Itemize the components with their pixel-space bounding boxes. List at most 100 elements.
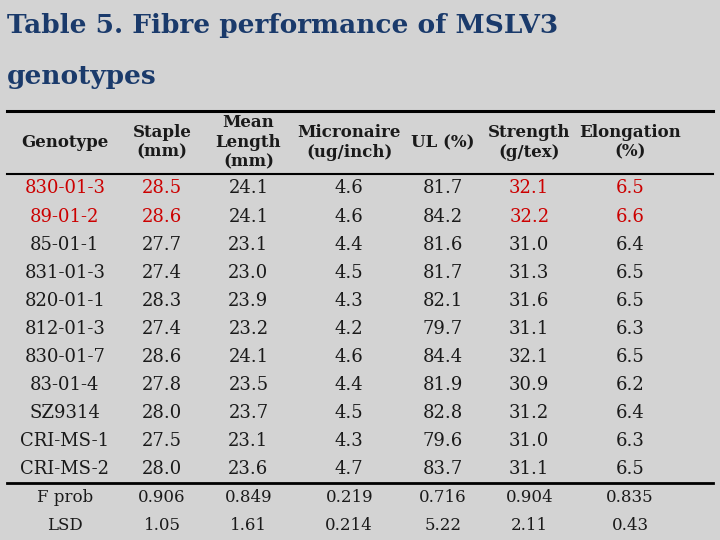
Text: 28.5: 28.5 [142,179,182,198]
Text: 83-01-4: 83-01-4 [30,376,99,394]
Text: Elongation
(%): Elongation (%) [579,124,681,161]
Text: F prob: F prob [37,489,93,506]
Text: 0.219: 0.219 [325,489,373,506]
Text: 81.7: 81.7 [423,264,463,282]
Text: 27.7: 27.7 [142,235,182,254]
Text: 4.6: 4.6 [335,179,364,198]
Text: 84.2: 84.2 [423,207,463,226]
Text: 27.8: 27.8 [142,376,182,394]
Text: 6.3: 6.3 [616,320,644,338]
Text: 28.0: 28.0 [142,460,182,478]
Text: 27.4: 27.4 [142,320,182,338]
Text: 1.61: 1.61 [230,517,267,534]
Text: 28.0: 28.0 [142,404,182,422]
Text: 4.3: 4.3 [335,432,364,450]
Text: SZ9314: SZ9314 [30,404,100,422]
Text: Staple
(mm): Staple (mm) [132,124,192,161]
Text: 23.7: 23.7 [228,404,269,422]
Text: 31.1: 31.1 [509,320,549,338]
Text: 32.1: 32.1 [509,348,549,366]
Text: 28.6: 28.6 [142,348,182,366]
Text: 4.5: 4.5 [335,404,364,422]
Text: 6.3: 6.3 [616,432,644,450]
Text: 830-01-7: 830-01-7 [24,348,105,366]
Text: 6.4: 6.4 [616,235,644,254]
Text: 5.22: 5.22 [424,517,462,534]
Text: 31.0: 31.0 [509,432,549,450]
Text: 79.7: 79.7 [423,320,463,338]
Text: 6.5: 6.5 [616,179,644,198]
Text: 4.7: 4.7 [335,460,364,478]
Text: 6.5: 6.5 [616,292,644,310]
Text: 6.5: 6.5 [616,348,644,366]
Text: 23.1: 23.1 [228,432,269,450]
Text: 32.1: 32.1 [509,179,549,198]
Text: 1.05: 1.05 [143,517,181,534]
Text: 81.6: 81.6 [423,235,463,254]
Text: 2.11: 2.11 [510,517,548,534]
Text: 31.0: 31.0 [509,235,549,254]
Text: 24.1: 24.1 [228,348,269,366]
Text: CRI-MS-2: CRI-MS-2 [20,460,109,478]
Text: 31.2: 31.2 [509,404,549,422]
Text: 0.849: 0.849 [225,489,272,506]
Text: 24.1: 24.1 [228,207,269,226]
Text: 82.1: 82.1 [423,292,463,310]
Text: 28.3: 28.3 [142,292,182,310]
Text: 31.6: 31.6 [509,292,549,310]
Text: Strength
(g/tex): Strength (g/tex) [488,124,570,161]
Text: 30.9: 30.9 [509,376,549,394]
Text: 0.906: 0.906 [138,489,186,506]
Text: 27.4: 27.4 [142,264,182,282]
Text: 812-01-3: 812-01-3 [24,320,105,338]
Text: 83.7: 83.7 [423,460,463,478]
Text: 23.1: 23.1 [228,235,269,254]
Text: 6.5: 6.5 [616,460,644,478]
Text: 23.6: 23.6 [228,460,269,478]
Text: 27.5: 27.5 [142,432,182,450]
Text: genotypes: genotypes [7,64,157,89]
Text: 4.4: 4.4 [335,376,364,394]
Text: 23.9: 23.9 [228,292,269,310]
Text: 79.6: 79.6 [423,432,463,450]
Text: 0.716: 0.716 [419,489,467,506]
Text: 4.2: 4.2 [335,320,364,338]
Text: 820-01-1: 820-01-1 [24,292,105,310]
Text: 6.5: 6.5 [616,264,644,282]
Text: 89-01-2: 89-01-2 [30,207,99,226]
Text: 830-01-3: 830-01-3 [24,179,105,198]
Text: 81.9: 81.9 [423,376,463,394]
Text: 28.6: 28.6 [142,207,182,226]
Text: 4.6: 4.6 [335,348,364,366]
Text: 0.904: 0.904 [505,489,553,506]
Text: CRI-MS-1: CRI-MS-1 [20,432,109,450]
Text: 23.5: 23.5 [228,376,269,394]
Text: Table 5. Fibre performance of MSLV3: Table 5. Fibre performance of MSLV3 [7,14,559,38]
Text: 4.5: 4.5 [335,264,364,282]
Text: 81.7: 81.7 [423,179,463,198]
Text: UL (%): UL (%) [411,134,474,151]
Text: 831-01-3: 831-01-3 [24,264,105,282]
Text: 0.214: 0.214 [325,517,373,534]
Text: 82.8: 82.8 [423,404,463,422]
Text: 6.4: 6.4 [616,404,644,422]
Text: 4.6: 4.6 [335,207,364,226]
Text: 32.2: 32.2 [509,207,549,226]
Text: 6.2: 6.2 [616,376,644,394]
Text: 0.835: 0.835 [606,489,654,506]
Text: Mean
Length
(mm): Mean Length (mm) [215,114,282,171]
Text: 24.1: 24.1 [228,179,269,198]
Text: Micronaire
(ug/inch): Micronaire (ug/inch) [297,124,401,161]
Text: 4.4: 4.4 [335,235,364,254]
Text: 4.3: 4.3 [335,292,364,310]
Text: 6.6: 6.6 [616,207,644,226]
Text: 31.3: 31.3 [509,264,549,282]
Text: 23.2: 23.2 [228,320,269,338]
Text: Genotype: Genotype [21,134,109,151]
Text: 31.1: 31.1 [509,460,549,478]
Text: 23.0: 23.0 [228,264,269,282]
Text: 0.43: 0.43 [611,517,649,534]
Text: LSD: LSD [47,517,83,534]
Text: 84.4: 84.4 [423,348,463,366]
Text: 85-01-1: 85-01-1 [30,235,99,254]
